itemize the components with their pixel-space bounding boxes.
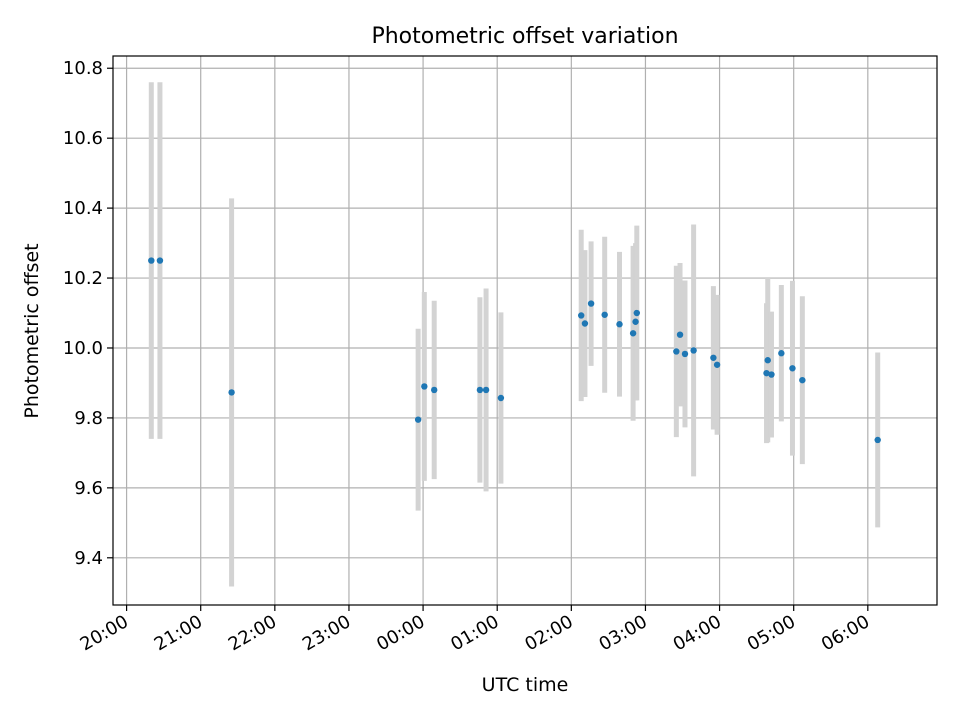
data-point xyxy=(629,330,637,337)
y-tick-label: 9.6 xyxy=(74,478,103,499)
data-point xyxy=(156,257,164,264)
chart-title: Photometric offset variation xyxy=(371,24,678,49)
data-point xyxy=(616,321,623,328)
data-point xyxy=(587,300,595,307)
y-tick-label: 9.8 xyxy=(74,408,103,429)
data-point xyxy=(763,369,770,377)
y-tick-label: 10.4 xyxy=(63,198,103,219)
data-point xyxy=(799,376,806,384)
x-axis-label: UTC time xyxy=(482,674,569,696)
data-points xyxy=(148,257,881,444)
data-point xyxy=(633,309,641,317)
data-point xyxy=(632,318,639,325)
data-point xyxy=(421,383,428,390)
data-point xyxy=(430,386,438,394)
y-tick-label: 9.4 xyxy=(74,548,103,569)
data-point xyxy=(148,257,155,264)
data-point xyxy=(768,371,775,378)
data-point xyxy=(710,354,717,361)
data-point xyxy=(476,386,484,394)
data-point xyxy=(681,350,689,358)
plot-frame xyxy=(112,55,938,606)
data-point xyxy=(676,331,684,338)
data-point xyxy=(581,320,589,327)
data-point xyxy=(414,416,422,423)
data-point xyxy=(690,347,697,354)
data-point xyxy=(789,365,796,372)
data-point xyxy=(673,348,680,355)
data-point xyxy=(578,312,585,319)
y-tick-label: 10.2 xyxy=(63,268,103,289)
y-axis: 9.4 9.6 9.8 10.0 10.2 10.4 10.6 10.8 xyxy=(63,58,113,569)
data-point xyxy=(778,350,785,357)
data-point xyxy=(874,436,881,444)
y-tick-label: 10.0 xyxy=(63,338,103,359)
data-point xyxy=(713,361,721,368)
data-point xyxy=(764,357,771,364)
data-point xyxy=(601,311,608,318)
data-point xyxy=(482,386,490,394)
y-axis-label: Photometric offset xyxy=(21,243,43,418)
data-point xyxy=(228,389,235,396)
y-tick-label: 10.6 xyxy=(63,128,103,149)
data-point xyxy=(497,394,505,402)
y-tick-label: 10.8 xyxy=(63,58,103,79)
